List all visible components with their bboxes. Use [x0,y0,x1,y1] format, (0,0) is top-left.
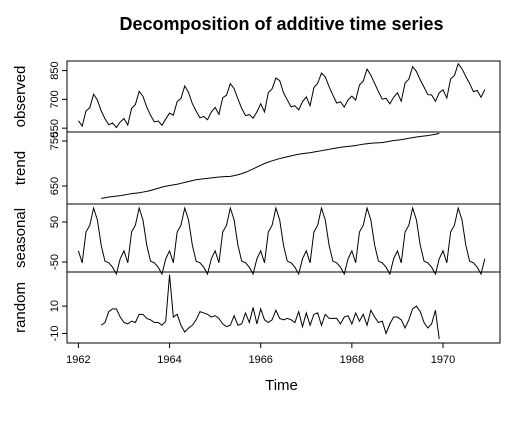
random-y-tick-label: -10 [49,325,61,341]
trend-y-tick-label: 750 [49,132,61,150]
seasonal-axis-label: seasonal [12,208,29,268]
observed-axis-label: observed [12,66,29,128]
random-panel-frame [66,271,501,344]
observed-y-tick-label: 850 [49,61,61,79]
chart-title: Decomposition of additive time series [119,14,444,34]
trend-axis-label: trend [12,151,29,185]
random-y-tick-label: 10 [49,300,61,312]
trend-series-line [101,132,440,199]
observed-series-line [77,62,486,129]
x-tick-label: 1962 [66,354,90,366]
observed-panel-frame [66,60,501,133]
x-tick-label: 1966 [248,354,272,366]
x-tick-label: 1964 [157,354,181,366]
x-axis-label: Time [265,377,298,394]
x-tick-label: 1968 [340,354,364,366]
random-series-line [100,274,440,339]
trend-y-tick-label: 650 [49,177,61,195]
seasonal-y-tick-label: -50 [49,254,61,270]
x-tick-label: 1970 [431,354,455,366]
random-axis-label: random [12,282,29,333]
seasonal-y-tick-label: 50 [49,216,61,228]
observed-y-tick-label: 700 [49,90,61,108]
seasonal-panel-frame [66,203,501,273]
seasonal-series-line [77,206,486,276]
observed-y-tick-label: 550 [49,119,61,137]
